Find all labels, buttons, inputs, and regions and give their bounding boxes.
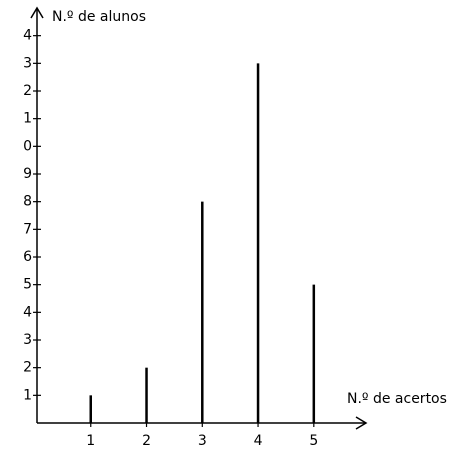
y-axis-label: N.º de alunos — [52, 9, 146, 25]
y-tick-label: 9 — [23, 166, 32, 182]
x-axis-arrow — [355, 416, 368, 430]
y-tick-label: 8 — [23, 194, 32, 210]
y-tick-label: 0 — [23, 138, 32, 154]
y-tick-label: 1 — [23, 387, 32, 403]
y-tick-label: 2 — [23, 360, 32, 376]
y-tick-label: 1 — [23, 111, 32, 127]
y-tick-label: 6 — [23, 249, 32, 265]
x-tick-label: 1 — [86, 433, 95, 449]
y-tick-label: 7 — [23, 221, 32, 237]
y-axis-arrow — [30, 6, 44, 19]
y-tick-label: 5 — [23, 277, 32, 293]
x-tick-label: 2 — [142, 433, 151, 449]
y-tick-label: 4 — [23, 28, 32, 44]
x-tick-label: 3 — [198, 433, 207, 449]
x-tick-label: 5 — [309, 433, 318, 449]
y-tick-label: 4 — [23, 304, 32, 320]
x-tick-label: 4 — [254, 433, 263, 449]
y-tick-label: 3 — [23, 55, 32, 71]
y-tick-label: 3 — [23, 332, 32, 348]
x-axis-label: N.º de acertos — [347, 391, 447, 407]
y-tick-label: 2 — [23, 83, 32, 99]
